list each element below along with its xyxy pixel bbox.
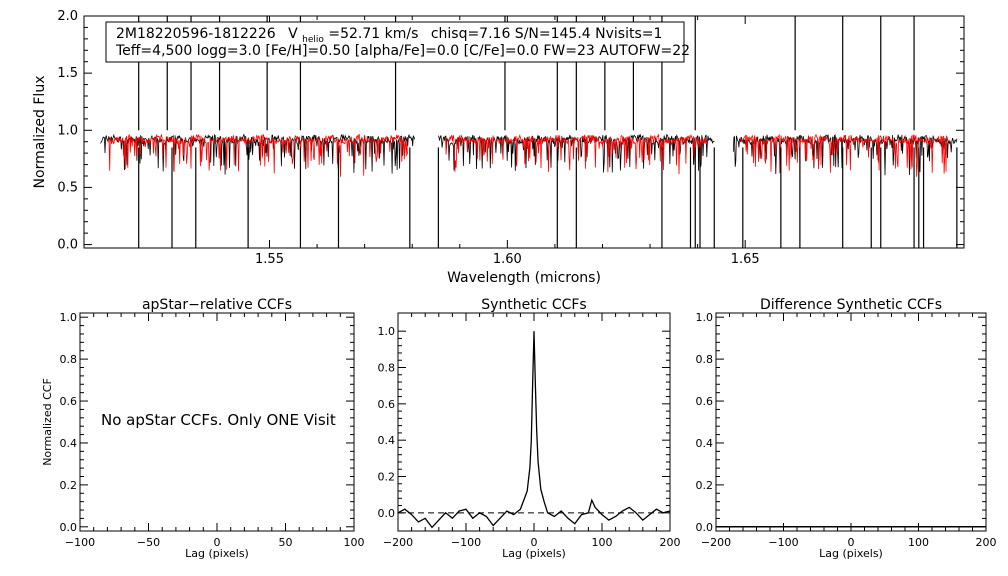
apstar-ccf-ytick-label: 0.4 [60,437,78,450]
apstar-ccf-xtick-label: −50 [137,536,160,549]
no-ccf-annotation: No apStar CCFs. Only ONE Visit [101,411,336,429]
spectrum-ytick-label: 1.5 [57,66,78,81]
apstar-ccf-title: apStar−relative CCFs [142,297,292,313]
difference-ccf-xtick-label: 0 [848,536,855,549]
apstar-ccf-xtick-label: 50 [279,536,293,549]
velocity-value: =52.71 km/s [328,26,418,42]
spectrum-ticks: 1.55 1.60 1.65 0.0 0.5 1.0 1.5 2.0 [57,9,964,267]
synthetic-ccf-xlabel: Lag (pixels) [502,547,566,560]
fit-stats: chisq=7.16 S/N=145.4 Nvisits=1 [431,26,663,42]
difference-ccf-xtick-label: −100 [768,536,798,549]
synthetic-ccf-ytick-label: 1.0 [378,325,396,338]
synthetic-ccf-xtick-label: −100 [451,536,481,549]
difference-ccf-xtick-label: −200 [701,536,731,549]
difference-ccf-ytick-label: 1.0 [696,311,714,324]
synthetic-ccf-xtick-label: 100 [592,536,613,549]
spectrum-plot-frame [83,15,965,249]
apstar-ccf-ytick-label: 0.8 [60,353,78,366]
synthetic-ccf-xtick-label: 0 [531,536,538,549]
synthetic-ccf-title: Synthetic CCFs [481,297,586,313]
velocity-symbol: V [288,26,298,42]
spectrum-ytick-label: 0.0 [57,238,78,253]
difference-ccf-panel: −200 −100 0 100 200 0.0 0.2 0.4 0.6 0.8 1.0 Differ… [696,297,997,560]
apstar-ccf-xlabel: Lag (pixels) [185,547,249,560]
spectrum-observed-line [438,133,715,173]
apstar-ccf-xtick-label: 100 [344,536,365,549]
object-id: 2M18220596-1812226 [116,26,276,42]
synthetic-ccf-panel: −200 −100 0 100 200 0.0 0.2 0.4 0.6 0.8 1.0 Synthe… [378,297,681,560]
spectrum-ytick-label: 1.0 [57,123,78,138]
synthetic-ccf-ytick-label: 0.6 [378,398,396,411]
synthetic-ccf-series [397,331,671,529]
apstar-ccf-ticks: −100 −50 0 50 100 0.0 0.2 0.4 0.6 0.8 1.0 [60,311,365,549]
difference-ccf-ytick-label: 0.8 [696,353,714,366]
synthetic-ccf-ytick-label: 0.0 [378,507,396,520]
spectrum-model-series [107,133,950,177]
spectrum-ytick-label: 2.0 [57,9,78,24]
info-line-2: Teff=4,500 logg=3.0 [Fe/H]=0.50 [alpha/F… [115,43,690,59]
synthetic-ccf-ytick-label: 0.8 [378,362,396,375]
spectrum-ytick-label: 0.5 [57,180,78,195]
spectrum-ylabel: Normalized Flux [32,76,48,189]
spectrum-xtick-label: 1.65 [731,252,760,267]
difference-ccf-ytick-label: 0.6 [696,395,714,408]
synthetic-ccf-line [397,331,671,529]
velocity-subscript: helio [302,35,324,45]
difference-ccf-ytick-label: 0.4 [696,437,714,450]
spectrum-observed-line [732,133,958,176]
apstar-ccf-xtick-label: 0 [214,536,221,549]
spectrum-model-line [107,133,408,177]
difference-ccf-ytick-label: 0.2 [696,479,714,492]
info-box [105,21,685,63]
difference-ccf-xtick-label: 100 [908,536,929,549]
difference-ccf-ticks: −200 −100 0 100 200 0.0 0.2 0.4 0.6 0.8 1.0 [696,311,997,549]
info-line-1: 2M18220596-1812226 V helio =52.71 km/s c… [116,26,662,46]
apstar-ccf-ytick-label: 0.0 [60,521,78,534]
apstar-ccf-ylabel: Normalized CCF [41,378,54,466]
synthetic-ccf-ytick-label: 0.2 [378,471,396,484]
synthetic-ccf-xtick-label: −200 [383,536,413,549]
spectrum-model-line [740,133,950,177]
apstar-ccf-ytick-label: 0.2 [60,479,78,492]
spectrum-panel: 1.55 1.60 1.65 0.0 0.5 1.0 1.5 2.0 2M18220596-1… [32,9,965,286]
spectrum-xtick-label: 1.55 [255,252,284,267]
difference-ccf-title: Difference Synthetic CCFs [760,297,942,313]
difference-ccf-xtick-label: 200 [976,536,997,549]
synthetic-ccf-ytick-label: 0.4 [378,434,396,447]
apstar-ccf-ytick-label: 1.0 [60,311,78,324]
spectrum-model-line [445,133,708,175]
difference-ccf-xlabel: Lag (pixels) [819,547,883,560]
synthetic-ccf-ticks: −200 −100 0 100 200 0.0 0.2 0.4 0.6 0.8 1.0 [378,313,681,549]
apstar-ccf-ytick-label: 0.6 [60,395,78,408]
spectrum-xtick-label: 1.60 [493,252,522,267]
difference-ccf-ytick-label: 0.0 [696,521,714,534]
apstar-ccf-xtick-label: −100 [65,536,95,549]
apstar-ccf-panel: −100 −50 0 50 100 0.0 0.2 0.4 0.6 0.8 1.0 apStar−r… [41,297,365,560]
difference-ccf-frame [715,312,987,532]
spectrum-xlabel: Wavelength (microns) [447,270,601,286]
synthetic-ccf-xtick-label: 200 [660,536,681,549]
